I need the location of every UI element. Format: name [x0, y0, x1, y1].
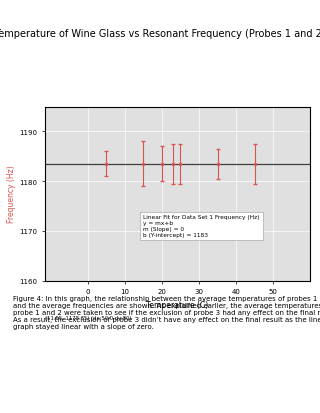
- Text: (11.55, 1178.35) (dx:50.0,dy:80): (11.55, 1178.35) (dx:50.0,dy:80): [45, 315, 131, 320]
- Text: Temperature of Wine Glass vs Resonant Frequency (Probes 1 and 2): Temperature of Wine Glass vs Resonant Fr…: [0, 29, 320, 39]
- Text: Figure 4: In this graph, the relationship between the average temperatures of pr: Figure 4: In this graph, the relationshi…: [13, 295, 320, 329]
- Y-axis label: Frequency (Hz): Frequency (Hz): [7, 165, 16, 223]
- Text: Linear Fit for Data Set 1 Frequency (Hz)
y = mx+b
m (Slope) = 0
b (Y-intercept) : Linear Fit for Data Set 1 Frequency (Hz)…: [143, 215, 260, 237]
- X-axis label: Temperature (C): Temperature (C): [147, 300, 209, 309]
